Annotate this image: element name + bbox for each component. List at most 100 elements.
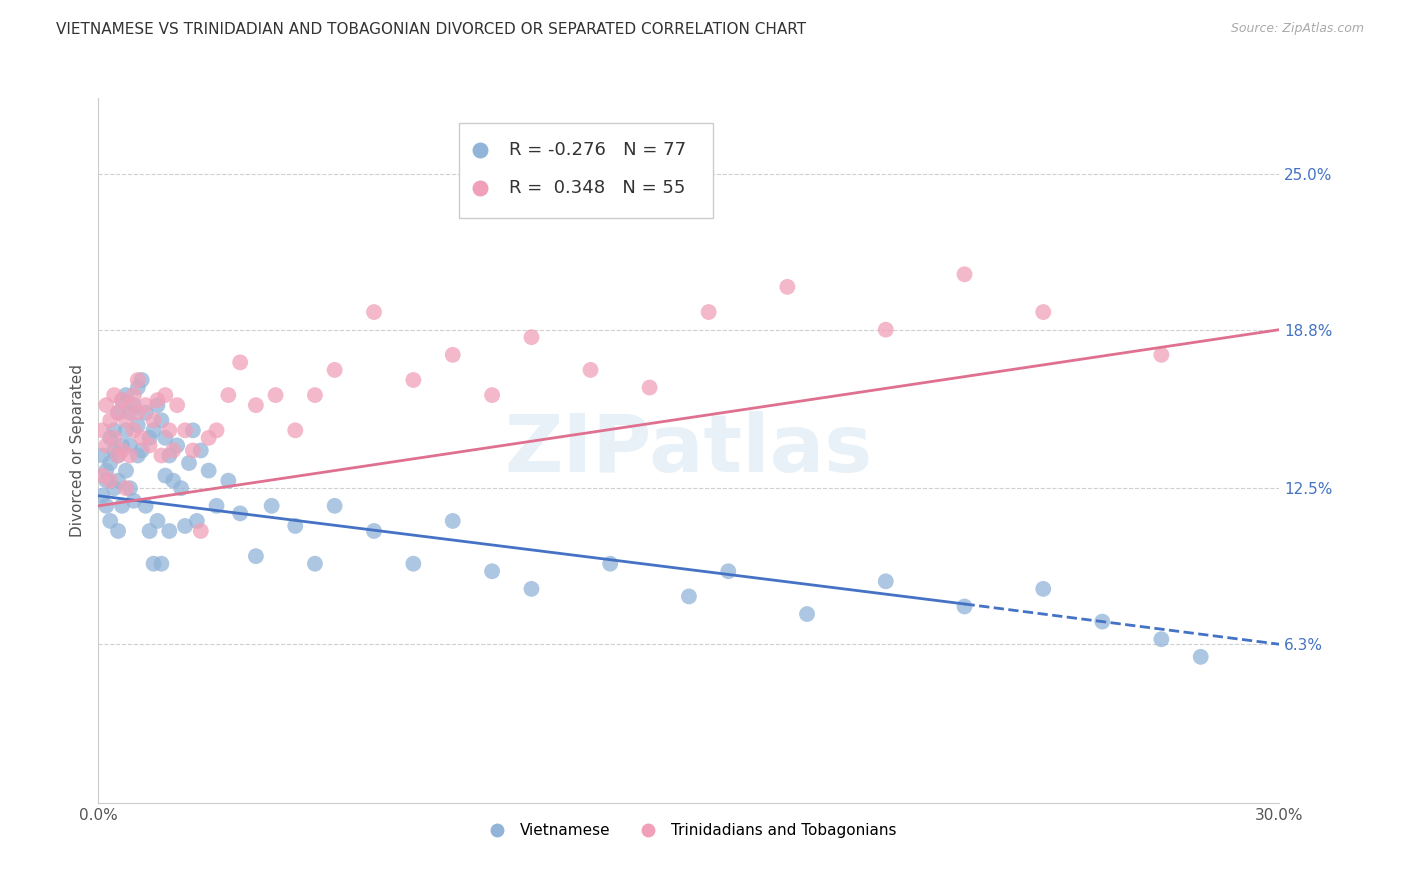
Point — [96, 398, 118, 412]
Point — [122, 388, 145, 402]
Point — [138, 524, 160, 538]
Point — [146, 514, 169, 528]
Point — [363, 305, 385, 319]
Point — [111, 438, 134, 452]
Point — [217, 388, 239, 402]
Point — [103, 431, 125, 445]
Point — [181, 423, 204, 437]
Point — [875, 323, 897, 337]
Point — [118, 449, 141, 463]
Point — [111, 393, 134, 408]
Point — [177, 456, 200, 470]
Point — [127, 418, 149, 433]
Point — [127, 406, 149, 420]
Point — [162, 474, 184, 488]
Point — [118, 481, 141, 495]
Point — [875, 574, 897, 589]
Point — [138, 438, 160, 452]
Point — [111, 499, 134, 513]
Point — [796, 607, 818, 621]
Point — [91, 489, 114, 503]
Point — [205, 499, 228, 513]
Point — [1091, 615, 1114, 629]
Point — [115, 423, 138, 437]
Point — [953, 599, 976, 614]
Text: VIETNAMESE VS TRINIDADIAN AND TOBAGONIAN DIVORCED OR SEPARATED CORRELATION CHART: VIETNAMESE VS TRINIDADIAN AND TOBAGONIAN… — [56, 22, 807, 37]
Point — [131, 443, 153, 458]
Point — [135, 398, 157, 412]
Point — [678, 590, 700, 604]
Point — [98, 474, 121, 488]
Point — [122, 493, 145, 508]
Point — [186, 514, 208, 528]
Point — [190, 524, 212, 538]
Point — [205, 423, 228, 437]
Point — [174, 423, 197, 437]
Point — [579, 363, 602, 377]
Point — [170, 481, 193, 495]
Point — [103, 423, 125, 437]
Point — [142, 413, 165, 427]
Point — [1150, 632, 1173, 647]
Point — [402, 373, 425, 387]
Point — [107, 406, 129, 420]
Point — [91, 449, 114, 463]
Point — [91, 468, 114, 483]
Point — [107, 449, 129, 463]
Point — [127, 449, 149, 463]
Point — [441, 514, 464, 528]
Point — [1189, 649, 1212, 664]
Point — [520, 582, 543, 596]
Point — [245, 398, 267, 412]
Point — [131, 431, 153, 445]
Point — [197, 431, 219, 445]
Point — [1150, 348, 1173, 362]
Point — [157, 449, 180, 463]
Point — [520, 330, 543, 344]
Point — [363, 524, 385, 538]
Point — [138, 431, 160, 445]
Point — [481, 388, 503, 402]
Point — [402, 557, 425, 571]
Point — [98, 456, 121, 470]
Point — [118, 406, 141, 420]
Point — [166, 398, 188, 412]
Point — [146, 393, 169, 408]
Point — [284, 519, 307, 533]
FancyBboxPatch shape — [458, 123, 713, 218]
Point — [155, 431, 177, 445]
Point — [96, 464, 118, 478]
Point — [118, 438, 141, 452]
Point — [98, 413, 121, 427]
Point — [166, 438, 188, 452]
Point — [135, 499, 157, 513]
Point — [150, 557, 173, 571]
Point — [118, 398, 141, 412]
Point — [131, 373, 153, 387]
Point — [135, 406, 157, 420]
Point — [122, 398, 145, 412]
Point — [157, 423, 180, 437]
Text: R =  0.348   N = 55: R = 0.348 N = 55 — [509, 178, 686, 196]
Point — [304, 388, 326, 402]
Point — [697, 305, 720, 319]
Point — [229, 355, 252, 369]
Point — [150, 449, 173, 463]
Point — [190, 443, 212, 458]
Point — [284, 423, 307, 437]
Point — [217, 474, 239, 488]
Point — [174, 519, 197, 533]
Text: ZIPatlas: ZIPatlas — [505, 411, 873, 490]
Point — [107, 406, 129, 420]
Point — [96, 499, 118, 513]
Point — [98, 431, 121, 445]
Point — [115, 464, 138, 478]
Point — [111, 393, 134, 408]
Point — [107, 449, 129, 463]
Point — [96, 438, 118, 452]
Point — [150, 413, 173, 427]
Point — [127, 373, 149, 387]
Text: R = -0.276   N = 77: R = -0.276 N = 77 — [509, 141, 686, 159]
Point — [155, 388, 177, 402]
Point — [103, 388, 125, 402]
